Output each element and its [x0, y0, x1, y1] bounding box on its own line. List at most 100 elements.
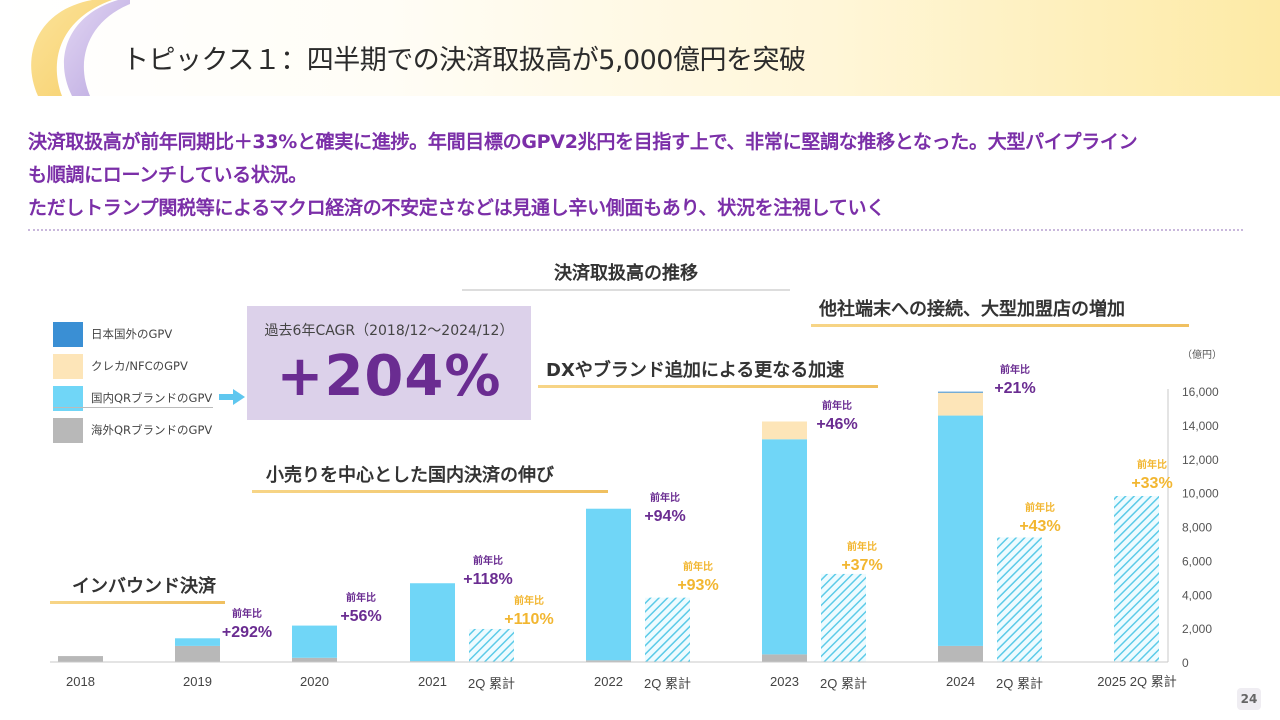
yoy-caption: 前年比: [822, 399, 852, 412]
legend-item-domestic-qr: 国内QRブランドのGPV: [53, 382, 212, 414]
x-tick-label: 2023: [770, 674, 799, 689]
cagr-value: +204%: [276, 344, 502, 409]
x-tick-label: 2022: [594, 674, 623, 689]
yoy-caption: 前年比: [473, 554, 503, 567]
yoy-value: +56%: [340, 608, 381, 625]
bar-segment-overseas-qr: [938, 645, 983, 662]
chart-legend: 日本国外のGPV クレカ/NFCのGPV 国内QRブランドのGPV 海外QRブラ…: [53, 318, 213, 446]
bar-segment-domestic-qr: [175, 638, 220, 646]
yoy-caption: 前年比: [1137, 458, 1167, 471]
highlight-underline: [538, 385, 878, 388]
yoy-value: +37%: [841, 557, 882, 574]
yoy-value: +292%: [222, 624, 272, 641]
highlight-text: インバウンド決済: [72, 576, 216, 597]
cagr-box: 過去6年CAGR（2018/12～2024/12） +204%: [247, 306, 531, 420]
legend-underline: [53, 407, 213, 408]
legend-label: 海外QRブランドのGPV: [91, 423, 213, 437]
summary-line-2: も順調にローンチしている状況。: [28, 164, 307, 186]
x-tick-label: 2Q 累計: [820, 676, 867, 691]
bar-segment-domestic-qr: [410, 583, 455, 662]
highlight-underline: [50, 601, 225, 604]
yoy-value: +110%: [504, 611, 553, 628]
legend-label: 日本国外のGPV: [91, 327, 173, 341]
arrow-right-icon: [219, 389, 245, 405]
highlight-retail-domestic: 小売りを中心とした国内決済の伸び: [252, 461, 608, 493]
highlight-inbound: インバウンド決済: [50, 572, 225, 604]
bar-2q-cumulative: [1114, 496, 1159, 662]
bar-2q-cumulative: [469, 628, 514, 662]
yoy-value: +21%: [994, 380, 1035, 397]
summary-text: 決済取扱高が前年同期比＋33%と確実に進捗。年間目標のGPV2兆円を目指す上で、…: [28, 126, 1258, 225]
yoy-caption: 前年比: [514, 594, 544, 607]
bar-segment-card-nfc: [938, 392, 983, 416]
legend-swatch: [53, 417, 83, 443]
y-tick-label: 12,000: [1182, 453, 1219, 467]
yoy-value: +33%: [1131, 475, 1172, 492]
decorative-swoosh: [31, 0, 130, 96]
x-tick-label: 2Q 累計: [996, 676, 1043, 691]
yoy-caption: 前年比: [683, 560, 713, 573]
highlight-text: 小売りを中心とした国内決済の伸び: [266, 465, 554, 486]
bar-segment-domestic-qr: [292, 625, 337, 658]
summary-line-1: 決済取扱高が前年同期比＋33%と確実に進捗。年間目標のGPV2兆円を目指す上で、…: [28, 131, 1138, 153]
yoy-caption: 前年比: [1025, 501, 1055, 514]
highlight-text: 他社端末への接続、大型加盟店の増加: [819, 299, 1125, 320]
y-tick-label: 10,000: [1182, 487, 1219, 501]
highlight-underline: [811, 324, 1189, 327]
yoy-value: +94%: [644, 508, 685, 525]
bar-2q-cumulative: [997, 537, 1042, 662]
yoy-caption: 前年比: [232, 607, 262, 620]
legend-item-overseas-qr: 海外QRブランドのGPV: [53, 414, 212, 446]
bar-2q-cumulative: [821, 573, 866, 662]
yoy-value: +93%: [677, 577, 718, 594]
highlight-terminal-merchants: 他社端末への接続、大型加盟店の増加: [811, 295, 1189, 327]
x-tick-label: 2Q 累計: [468, 676, 515, 691]
yoy-value: +118%: [463, 571, 512, 588]
x-tick-label: 2018: [66, 674, 95, 689]
page-title: トピックス１：四半期での決済取扱高が5,000億円を突破: [122, 45, 806, 76]
chart-title: 決済取扱高の推移: [462, 259, 790, 291]
highlight-dx-brand: DXやブランド追加による更なる加速: [538, 356, 878, 388]
y-tick-label: 6,000: [1182, 554, 1212, 568]
x-tick-label: 2021: [418, 674, 447, 689]
legend-swatch: [53, 353, 83, 379]
bar-2q-cumulative: [645, 597, 690, 662]
y-tick-label: 14,000: [1182, 419, 1219, 433]
bar-segment-overseas-qr: [58, 656, 103, 662]
y-tick-label: 8,000: [1182, 521, 1212, 535]
y-tick-label: 16,000: [1182, 385, 1219, 399]
x-tick-label: 2019: [183, 674, 212, 689]
bar-segment-domestic-qr: [586, 508, 631, 661]
bar-segment-overseas-qr: [586, 660, 631, 662]
summary-line-3: ただしトランプ関税等によるマクロ経済の不安定さなどは見通し辛い側面もあり、状況を…: [28, 197, 885, 219]
yoy-value: +46%: [816, 416, 857, 433]
yoy-caption: 前年比: [650, 491, 680, 504]
legend-item-overseas-gpv: 日本国外のGPV: [53, 318, 212, 350]
x-tick-label: 2020: [300, 674, 329, 689]
legend-item-card-nfc: クレカ/NFCのGPV: [53, 350, 212, 382]
yoy-caption: 前年比: [847, 540, 877, 553]
yoy-caption: 前年比: [346, 591, 376, 604]
cagr-label: 過去6年CAGR（2018/12～2024/12）: [264, 323, 514, 339]
y-tick-label: 4,000: [1182, 588, 1212, 602]
highlight-underline: [252, 490, 608, 493]
x-tick-label: 2024: [946, 674, 975, 689]
legend-swatch: [53, 385, 83, 411]
bar-segment-domestic-qr: [938, 415, 983, 646]
highlight-text: DXやブランド追加による更なる加速: [546, 360, 845, 381]
y-tick-label: 0: [1182, 656, 1189, 670]
x-tick-label: 2Q 累計: [644, 676, 691, 691]
x-tick-label: 2025 2Q 累計: [1097, 674, 1177, 689]
yoy-value: +43%: [1019, 518, 1060, 535]
bar-segment-overseas-qr: [175, 645, 220, 662]
bar-segment-overseas-qr: [762, 654, 807, 662]
bar-segment-domestic-qr: [762, 439, 807, 655]
y-tick-label: 2,000: [1182, 622, 1212, 636]
page-number: 24: [1237, 688, 1261, 710]
dotted-divider: [28, 229, 1243, 231]
legend-swatch: [53, 321, 83, 347]
header-band: [0, 0, 1280, 96]
legend-label: クレカ/NFCのGPV: [91, 359, 188, 373]
bar-segment-overseas-qr: [292, 657, 337, 662]
